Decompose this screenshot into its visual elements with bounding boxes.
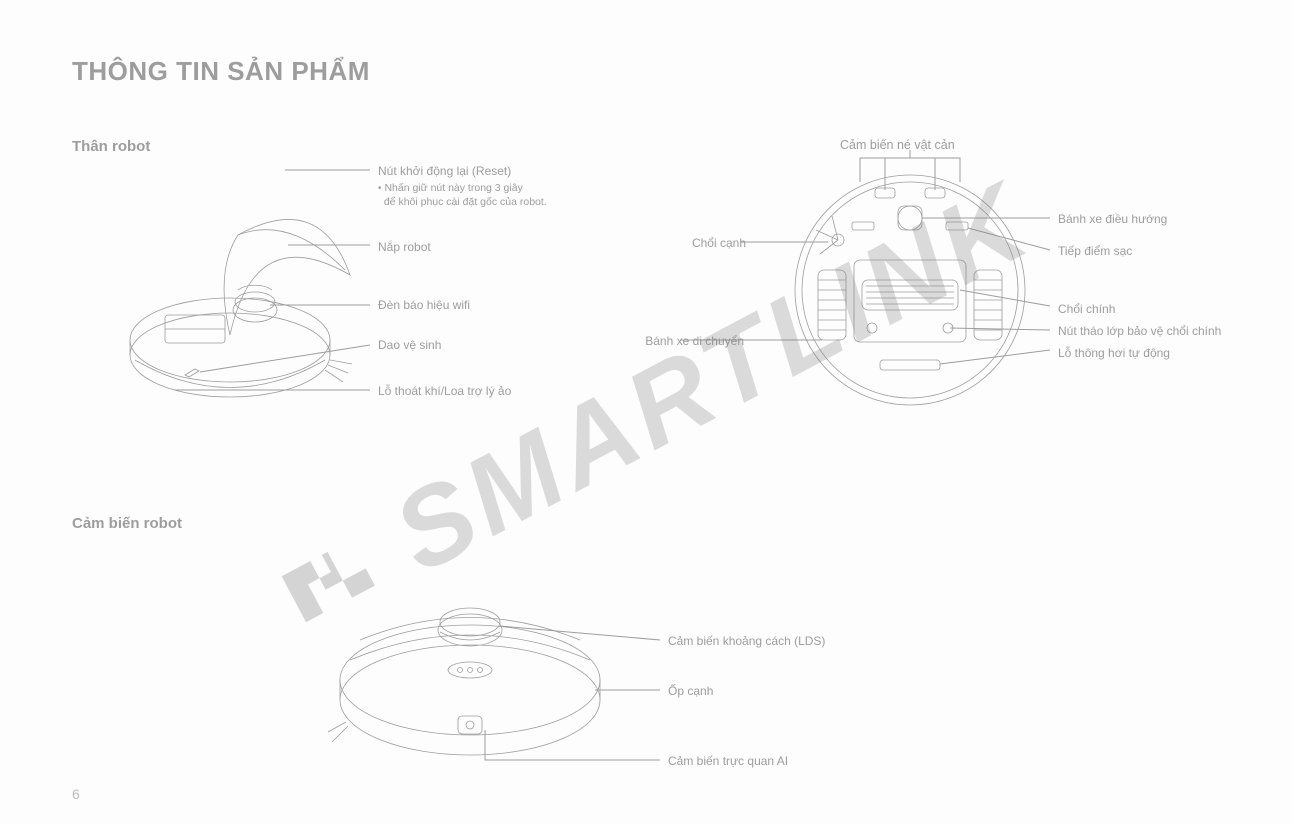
reset-note-line2: để khôi phục cài đặt gốc của robot. [384,196,547,208]
reset-note-line1: Nhấn giữ nút này trong 3 giây [384,182,522,194]
label-wifi: Đèn báo hiệu wifi [378,298,470,312]
label-auto-vent: Lỗ thông hơi tự động [1058,346,1170,360]
label-cover: Nắp robot [378,240,431,254]
label-side-brush: Chổi cạnh [686,236,746,250]
label-charge: Tiếp điểm sạc [1058,244,1132,258]
bullet-icon: • [378,183,382,194]
leaders-sensor [320,540,860,780]
label-lds: Cảm biến khoảng cách (LDS) [668,634,825,648]
label-brush-release: Nút tháo lớp bảo vệ chổi chính [1058,324,1221,338]
label-nav-wheel: Bánh xe điều hướng [1058,212,1167,226]
label-ai: Cảm biến trực quan AI [668,754,788,768]
label-main-brush: Chổi chính [1058,302,1115,316]
label-move-wheel: Bánh xe di chuyển [620,334,744,348]
label-blade: Dao vệ sinh [378,338,441,352]
label-reset: Nút khởi động lại (Reset) [378,164,511,178]
page-title: THÔNG TIN SẢN PHẨM [72,56,370,87]
page-number: 6 [72,786,80,802]
label-reset-note: • Nhấn giữ nút này trong 3 giây để khôi … [378,182,547,209]
label-edge: Ốp cạnh [668,684,713,698]
label-vent: Lỗ thoát khí/Loa trợ lý ảo [378,384,511,398]
section-sensor-title: Cảm biến robot [72,515,182,532]
leaders-bottom [620,150,1260,430]
